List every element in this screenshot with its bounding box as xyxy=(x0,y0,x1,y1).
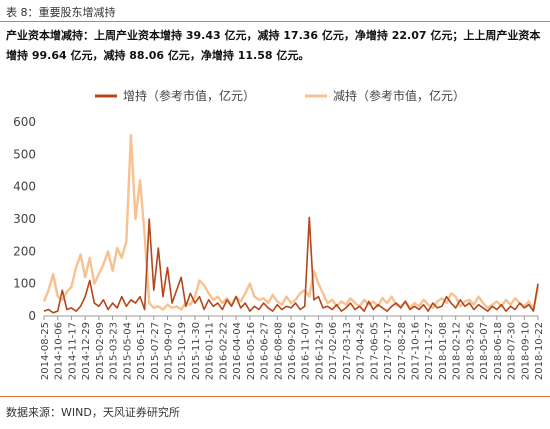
x-tick-label: 2015-06-15 xyxy=(136,322,147,380)
x-tick-label: 2017-07-17 xyxy=(383,322,394,380)
summary: 产业资本增减持：上周产业资本增持 39.43 亿元，减持 17.36 亿元，净增… xyxy=(6,29,541,62)
x-tick-label: 2015-07-27 xyxy=(150,322,161,380)
x-tick-label: 2017-08-28 xyxy=(397,322,408,380)
x-tick-label: 2016-11-07 xyxy=(301,322,312,380)
x-tick-label: 2016-06-27 xyxy=(260,322,271,380)
x-tick-label: 2017-04-24 xyxy=(356,322,367,380)
x-tick-label: 2017-10-16 xyxy=(411,322,422,380)
y-tick-label: 600 xyxy=(13,115,36,129)
x-tick-label: 2016-09-26 xyxy=(287,322,298,380)
x-tick-label: 2016-12-19 xyxy=(314,322,325,380)
x-tick-label: 2017-02-06 xyxy=(328,322,339,380)
rule xyxy=(0,21,550,22)
x-tick-label: 2015-11-30 xyxy=(191,322,202,380)
x-tick-label: 2015-10-19 xyxy=(177,322,188,380)
x-tick-label: 2018-03-26 xyxy=(465,322,476,380)
x-tick-label: 2014-12-29 xyxy=(81,322,92,380)
x-tick-label: 2014-11-17 xyxy=(67,322,78,380)
y-tick-label: 100 xyxy=(13,277,36,291)
rule xyxy=(0,396,550,397)
legend-label: 减持（参考市值，亿元） xyxy=(333,88,465,103)
y-tick-label: 500 xyxy=(13,147,36,161)
x-tick-label: 2018-10-22 xyxy=(534,322,545,380)
series-line xyxy=(43,216,539,314)
x-tick-label: 2015-05-04 xyxy=(122,322,133,380)
series-line xyxy=(42,133,540,311)
x-tick-label: 2018-07-30 xyxy=(507,322,518,380)
x-tick-label: 2018-09-10 xyxy=(520,322,531,380)
x-tick-label: 2018-01-08 xyxy=(438,322,449,380)
y-tick-label: 400 xyxy=(13,180,36,194)
x-tick-label: 2016-05-16 xyxy=(246,322,257,380)
caption: 表 8：重要股东增减持 xyxy=(6,6,116,19)
y-tick-label: 300 xyxy=(13,212,36,226)
x-tick-label: 2018-02-12 xyxy=(452,322,463,380)
x-tick-label: 2016-02-22 xyxy=(218,322,229,380)
x-tick-label: 2017-11-27 xyxy=(424,322,435,380)
x-tick-label: 2016-08-08 xyxy=(273,322,284,380)
y-tick-label: 200 xyxy=(13,244,36,258)
x-tick-label: 2014-08-25 xyxy=(40,322,51,380)
x-tick-label: 2015-03-23 xyxy=(109,322,120,380)
y-tick-label: 0 xyxy=(28,309,36,323)
source: 数据来源：WIND，天风证券研究所 xyxy=(6,406,180,419)
x-tick-label: 2015-02-09 xyxy=(95,322,106,380)
x-tick-label: 2015-09-07 xyxy=(164,322,175,380)
x-tick-label: 2018-05-07 xyxy=(479,322,490,380)
x-tick-label: 2017-06-05 xyxy=(369,322,380,380)
x-tick-label: 2014-10-06 xyxy=(54,322,65,380)
x-tick-label: 2016-01-11 xyxy=(205,322,216,380)
x-tick-label: 2017-03-13 xyxy=(342,322,353,380)
x-tick-label: 2016-04-04 xyxy=(232,322,243,380)
x-tick-label: 2018-06-18 xyxy=(493,322,504,380)
legend-label: 增持（参考市值，亿元） xyxy=(123,88,255,103)
